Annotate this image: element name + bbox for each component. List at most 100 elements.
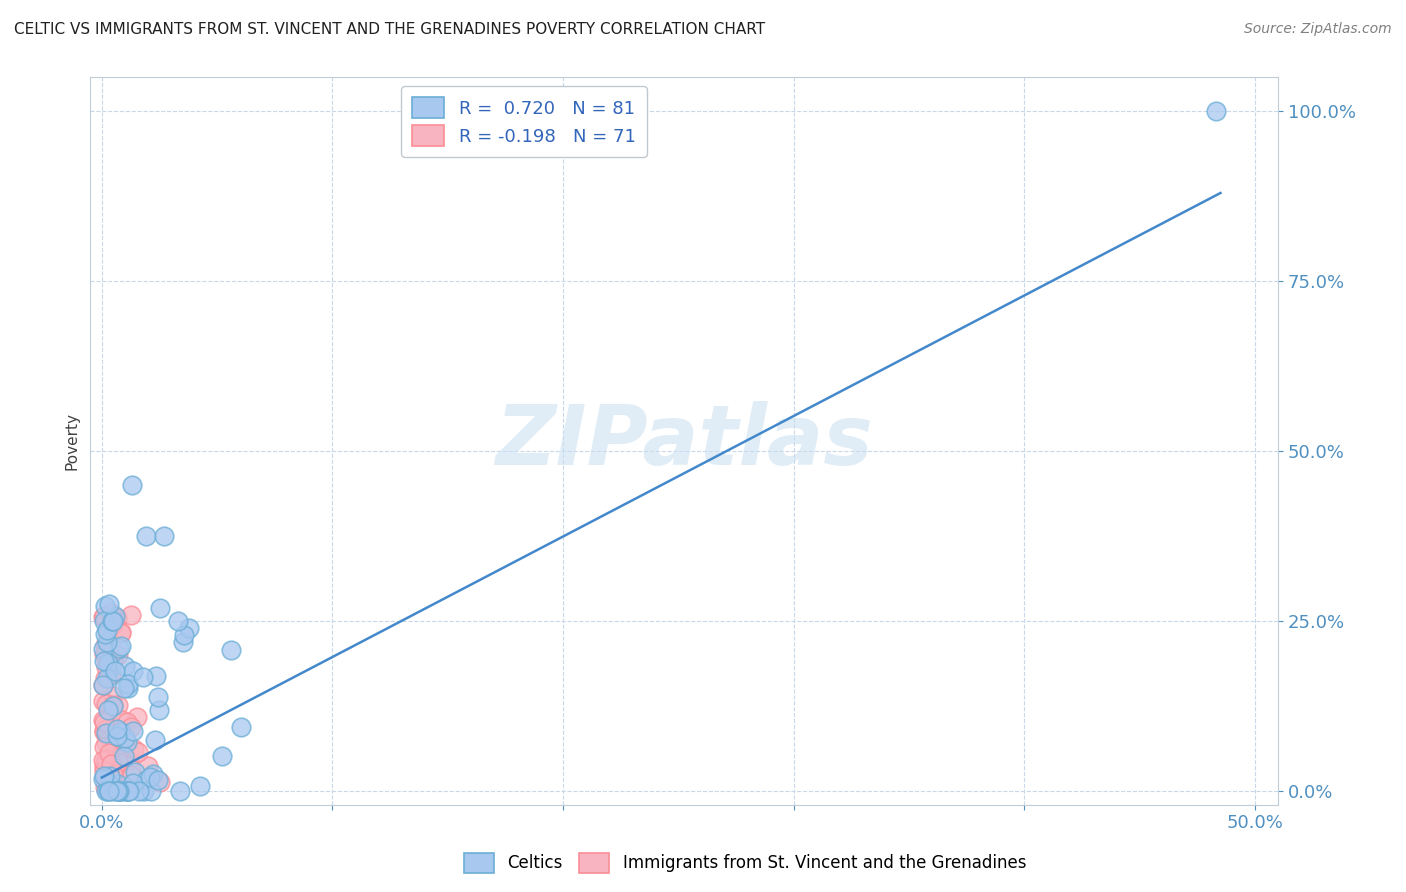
Point — [96, 731, 118, 745]
Point — [108, 784, 131, 798]
Point — [105, 743, 128, 757]
Point — [97, 784, 120, 798]
Point — [98, 782, 121, 797]
Point — [107, 755, 129, 769]
Point — [229, 720, 252, 734]
Point — [91, 772, 114, 786]
Point — [117, 681, 139, 695]
Point — [110, 784, 132, 798]
Point — [153, 529, 176, 543]
Point — [110, 639, 132, 653]
Point — [107, 640, 129, 655]
Point — [94, 722, 117, 736]
Point — [104, 761, 127, 775]
Point — [93, 645, 115, 659]
Point — [124, 765, 146, 780]
Point — [103, 699, 125, 714]
Point — [105, 722, 128, 736]
Point — [98, 762, 121, 776]
Point — [105, 729, 128, 743]
Point — [101, 721, 124, 735]
Point — [91, 753, 114, 767]
Point — [121, 776, 143, 790]
Point — [110, 625, 132, 640]
Point — [97, 753, 120, 767]
Point — [94, 659, 117, 673]
Point — [91, 610, 114, 624]
Point — [96, 634, 118, 648]
Point — [100, 660, 122, 674]
Point — [94, 736, 117, 750]
Point — [93, 715, 115, 730]
Point — [117, 753, 139, 767]
Point — [138, 770, 160, 784]
Point — [146, 773, 169, 788]
Point — [117, 784, 139, 798]
Point — [97, 703, 120, 717]
Point — [135, 773, 157, 788]
Point — [94, 638, 117, 652]
Point — [100, 772, 122, 786]
Point — [115, 714, 138, 729]
Point — [94, 784, 117, 798]
Point — [93, 725, 115, 739]
Point — [96, 671, 118, 685]
Point — [142, 767, 165, 781]
Point — [145, 669, 167, 683]
Point — [101, 614, 124, 628]
Point — [94, 751, 117, 765]
Point — [91, 642, 114, 657]
Point — [107, 648, 129, 663]
Point — [103, 766, 125, 780]
Point — [105, 784, 128, 798]
Point — [97, 711, 120, 725]
Point — [98, 597, 121, 611]
Point — [122, 742, 145, 756]
Point — [120, 607, 142, 622]
Point — [179, 621, 201, 635]
Point — [98, 746, 121, 760]
Point — [101, 653, 124, 667]
Point — [94, 671, 117, 685]
Point — [93, 764, 115, 779]
Point — [98, 784, 121, 798]
Point — [104, 665, 127, 679]
Point — [132, 784, 155, 798]
Point — [173, 628, 195, 642]
Point — [93, 654, 115, 668]
Point — [112, 749, 135, 764]
Point — [94, 626, 117, 640]
Point — [101, 689, 124, 703]
Point — [112, 681, 135, 696]
Point — [108, 784, 131, 798]
Point — [97, 656, 120, 670]
Point — [91, 714, 114, 728]
Text: Source: ZipAtlas.com: Source: ZipAtlas.com — [1244, 22, 1392, 37]
Point — [108, 784, 131, 798]
Point — [93, 757, 115, 772]
Point — [94, 780, 117, 794]
Point — [1205, 104, 1227, 119]
Text: ZIPatlas: ZIPatlas — [495, 401, 873, 482]
Point — [141, 784, 163, 798]
Legend: R =  0.720   N = 81, R = -0.198   N = 71: R = 0.720 N = 81, R = -0.198 N = 71 — [401, 87, 647, 157]
Point — [107, 729, 129, 743]
Point — [121, 723, 143, 738]
Point — [101, 756, 124, 771]
Point — [114, 659, 136, 673]
Point — [125, 710, 148, 724]
Point — [101, 614, 124, 628]
Point — [121, 478, 143, 492]
Point — [93, 609, 115, 624]
Point — [93, 614, 115, 628]
Text: CELTIC VS IMMIGRANTS FROM ST. VINCENT AND THE GRENADINES POVERTY CORRELATION CHA: CELTIC VS IMMIGRANTS FROM ST. VINCENT AN… — [14, 22, 765, 37]
Point — [219, 642, 242, 657]
Point — [96, 697, 118, 711]
Point — [117, 784, 139, 798]
Point — [148, 703, 170, 717]
Point — [93, 739, 115, 754]
Point — [100, 757, 122, 772]
Point — [111, 713, 134, 727]
Point — [128, 784, 150, 798]
Point — [93, 723, 115, 737]
